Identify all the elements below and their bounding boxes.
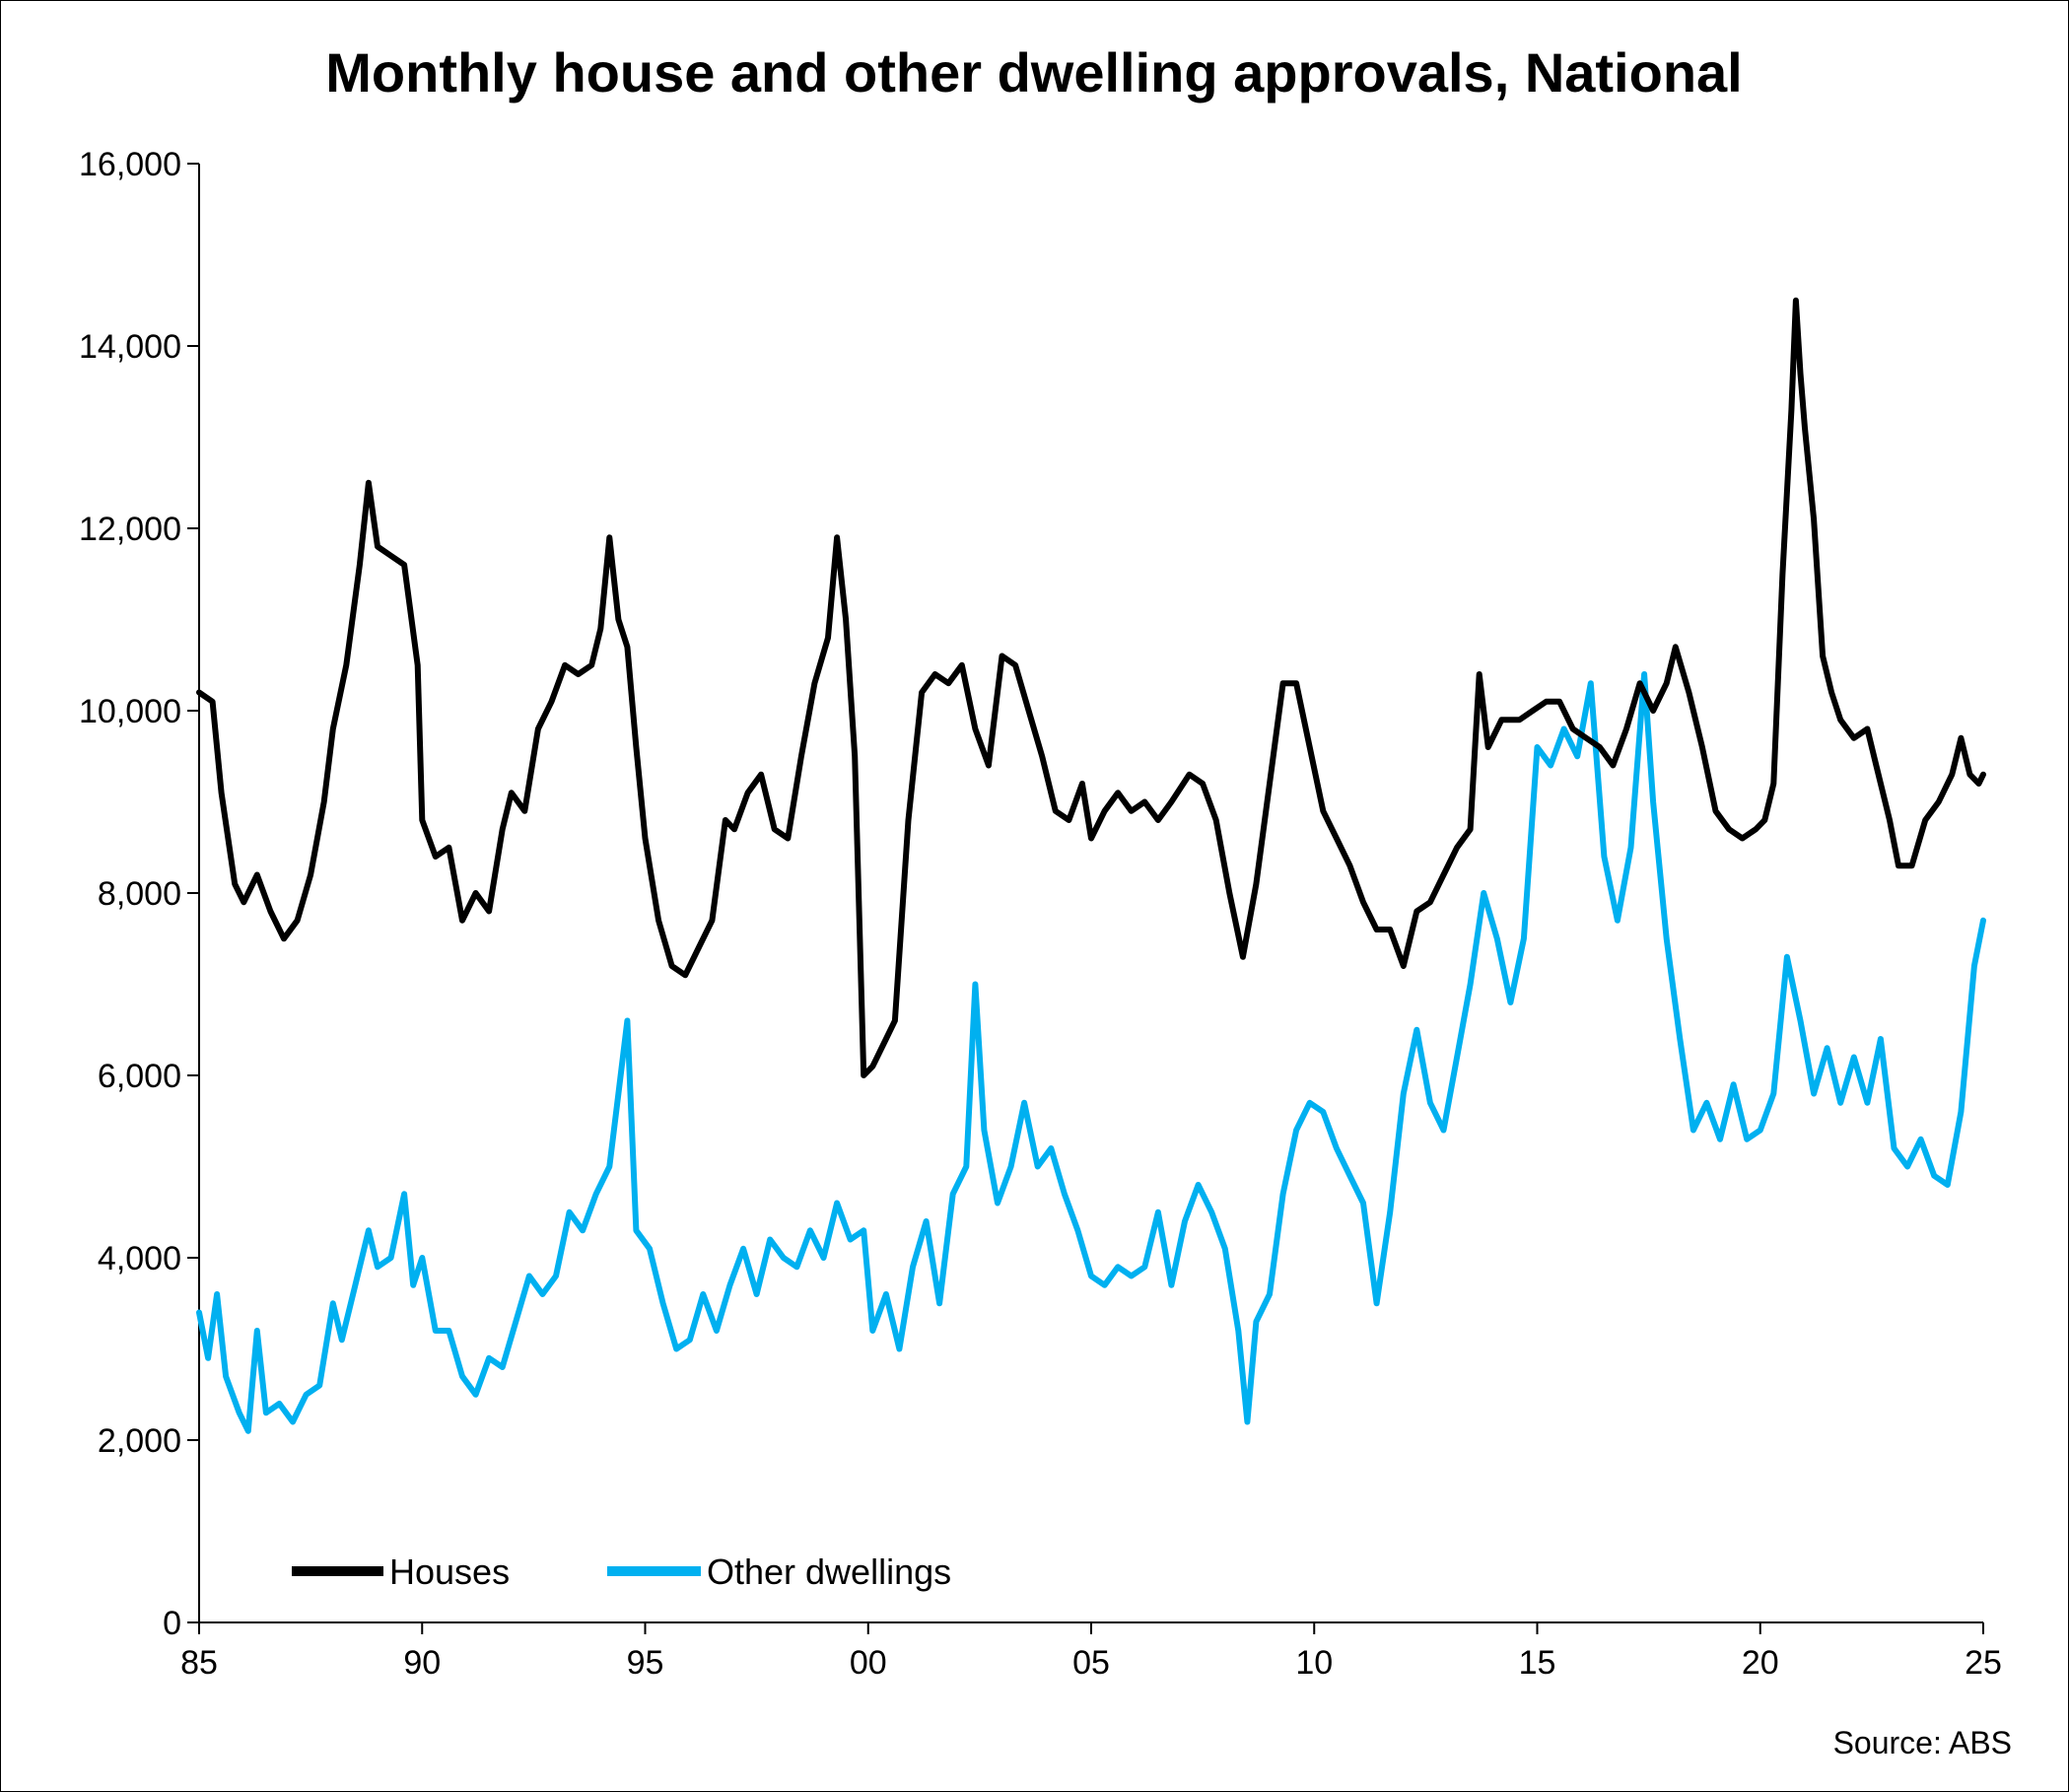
x-tick-label: 00	[850, 1644, 887, 1682]
legend-label-houses: Houses	[389, 1551, 510, 1592]
series-line-houses	[196, 297, 1986, 1078]
legend-label-other-dwellings: Other dwellings	[707, 1551, 951, 1592]
source-note: Source: ABS	[1833, 1725, 2012, 1760]
x-tick-label: 25	[1965, 1644, 2002, 1682]
x-tick-label: 15	[1519, 1644, 1556, 1682]
chart-title: Monthly house and other dwelling approva…	[325, 41, 1742, 103]
series-line-other-dwellings	[196, 671, 1986, 1434]
x-tick-group: 85 90 95 00 05 10 15 20 25	[180, 1622, 2002, 1682]
axes: 0 2,000 4,000 6,000 8,000 10,000 12,000 14,000 1…	[79, 146, 2002, 1682]
x-tick-label: 85	[180, 1644, 218, 1682]
x-tick-label: 95	[627, 1644, 664, 1682]
legend: Houses Other dwellings	[292, 1551, 951, 1592]
y-tick-label: 6,000	[98, 1058, 181, 1095]
y-tick-label: 2,000	[98, 1422, 181, 1460]
y-tick-label: 0	[163, 1605, 181, 1642]
y-tick-label: 10,000	[79, 693, 181, 730]
series-layer	[196, 297, 1986, 1434]
y-tick-label: 4,000	[98, 1240, 181, 1277]
y-tick-group: 0 2,000 4,000 6,000 8,000 10,000 12,000 14,000 1…	[79, 146, 199, 1642]
x-tick-label: 10	[1295, 1644, 1333, 1682]
x-tick-label: 05	[1072, 1644, 1110, 1682]
y-tick-label: 12,000	[79, 511, 181, 548]
y-tick-label: 16,000	[79, 146, 181, 183]
x-tick-label: 90	[403, 1644, 441, 1682]
x-tick-label: 20	[1742, 1644, 1779, 1682]
y-tick-label: 14,000	[79, 328, 181, 366]
y-tick-label: 8,000	[98, 875, 181, 913]
